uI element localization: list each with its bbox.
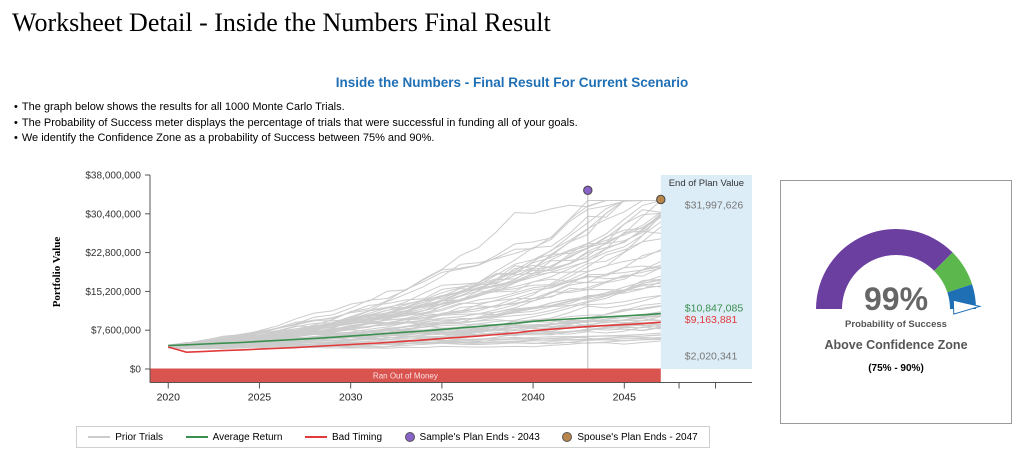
- monte-carlo-chart: $0 $7,600,000 $15,200,000 $22,800,000 $30,40…: [51, 171, 752, 404]
- prior-trial-line: [168, 200, 661, 346]
- legend-swatch-prior-trials: [88, 436, 111, 438]
- legend-swatch-average-return: [185, 436, 208, 438]
- legend-label: Spouse's Plan Ends - 2047: [577, 431, 698, 443]
- legend-label: Bad Timing: [331, 431, 383, 443]
- prior-trial-line: [168, 230, 661, 348]
- legend-label: Average Return: [212, 431, 283, 443]
- prior-trial-line: [168, 238, 661, 347]
- description-list: The graph below shows the results for al…: [14, 100, 578, 147]
- legend-swatch-sample-marker: [404, 432, 415, 442]
- gauge-pointer: [952, 299, 982, 315]
- legend-item-bad-timing[interactable]: Bad Timing: [304, 431, 383, 443]
- x-tick-label: 2020: [157, 392, 181, 404]
- prior-trial-line: [168, 324, 661, 349]
- gauge-below-zone-arc: [816, 229, 953, 309]
- prior-trial-line: [168, 212, 662, 347]
- description-item: The graph below shows the results for al…: [14, 100, 578, 116]
- description-item: We identify the Confidence Zone as a pro…: [14, 131, 578, 147]
- confidence-range: (75% - 90%): [868, 363, 924, 374]
- x-tick-label: 2035: [430, 392, 454, 404]
- y-tick-label: $38,000,000: [85, 171, 141, 182]
- end-of-plan-value: $9,163,881: [685, 314, 738, 326]
- chart-legend: Prior Trials Average Return Bad Timing S…: [76, 426, 710, 448]
- x-tick-label: 2045: [613, 392, 637, 404]
- sample-plan-end-marker: [583, 185, 593, 196]
- end-of-plan-value: $31,997,626: [685, 200, 744, 212]
- gauge-confidence-zone-arc: [934, 252, 973, 293]
- confidence-status: Above Confidence Zone: [824, 338, 968, 352]
- x-tick-label: 2040: [521, 392, 545, 404]
- end-of-plan-value: $10,847,085: [685, 303, 744, 315]
- description-item: The Probability of Success meter display…: [14, 116, 578, 132]
- legend-item-prior-trials[interactable]: Prior Trials: [88, 432, 163, 443]
- y-tick-label: $0: [130, 365, 142, 376]
- y-tick-label: $15,200,000: [85, 287, 141, 298]
- legend-item-sample-plan-ends[interactable]: Sample's Plan Ends - 2043: [404, 431, 540, 443]
- prior-trials-group: [168, 200, 662, 350]
- legend-swatch-spouse-marker: [562, 432, 573, 442]
- success-percentage: 99%: [863, 281, 929, 317]
- prior-trial-line: [168, 200, 661, 346]
- spouse-plan-end-marker: [656, 194, 666, 205]
- prior-trial-line: [168, 200, 661, 347]
- prior-trial-line: [168, 214, 662, 348]
- ran-out-of-money-band: [150, 368, 661, 383]
- legend-item-average-return[interactable]: Average Return: [185, 431, 283, 443]
- legend-label: Sample's Plan Ends - 2043: [419, 431, 540, 443]
- end-of-plan-value: $2,020,341: [685, 351, 738, 363]
- y-tick-label: $30,400,000: [85, 209, 141, 220]
- y-tick-label: $7,600,000: [91, 326, 141, 337]
- x-tick-label: 2030: [339, 392, 363, 404]
- prior-trial-line: [168, 200, 661, 347]
- success-gauge: [816, 229, 982, 315]
- legend-label: Prior Trials: [115, 431, 164, 443]
- end-of-plan-panel: [660, 175, 752, 369]
- legend-item-spouse-plan-ends[interactable]: Spouse's Plan Ends - 2047: [562, 431, 698, 443]
- probability-of-success-meter: 99% Probability of Success Above Confide…: [780, 180, 1012, 424]
- legend-swatch-bad-timing: [304, 436, 327, 438]
- y-tick-label: $22,800,000: [85, 248, 141, 259]
- prior-trial-line: [168, 200, 661, 347]
- y-axis-label: Portfolio Value: [51, 237, 63, 308]
- end-of-plan-label: End of Plan Value: [669, 178, 744, 189]
- ran-out-of-money-label: Ran Out of Money: [373, 372, 438, 381]
- bad-timing-line: [167, 321, 661, 354]
- page-title: Worksheet Detail - Inside the Numbers Fi…: [12, 8, 551, 37]
- x-tick-label: 2025: [248, 392, 272, 404]
- chart-section-title: Inside the Numbers - Final Result For Cu…: [335, 75, 689, 90]
- average-return-line: [168, 312, 661, 347]
- success-label: Probability of Success: [845, 319, 947, 330]
